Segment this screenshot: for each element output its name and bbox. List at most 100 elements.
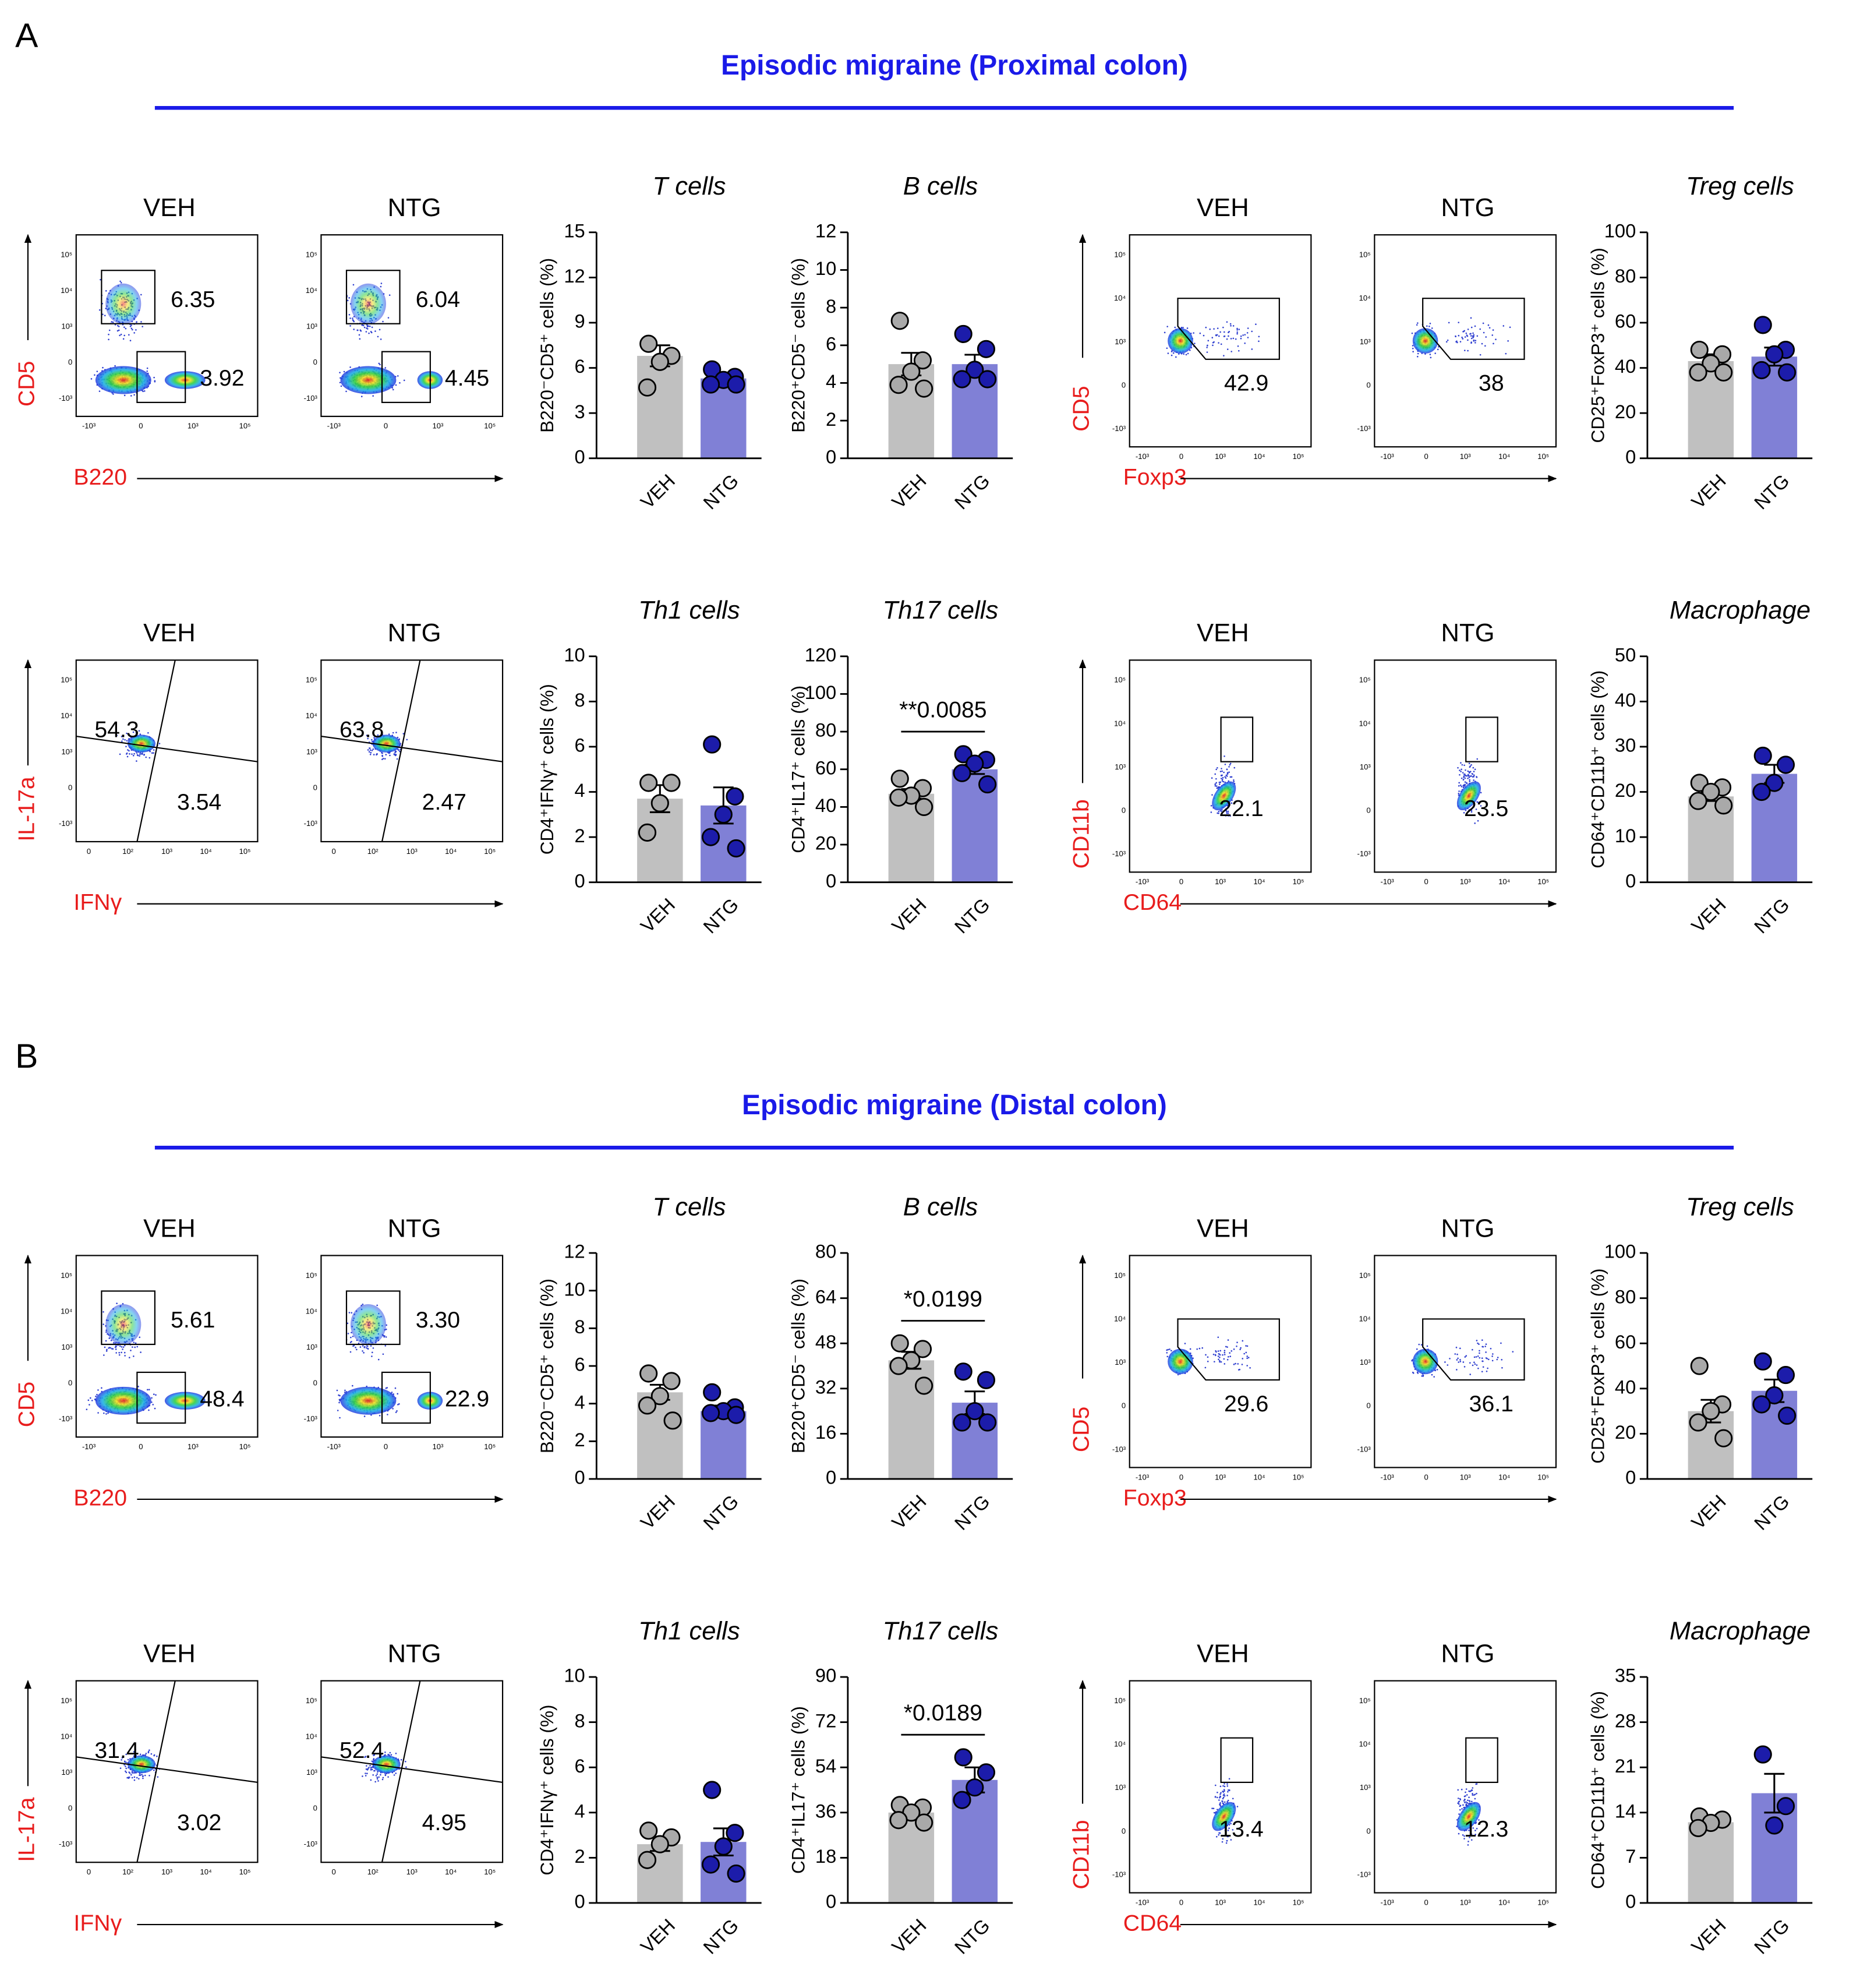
- flow-event: [1465, 1801, 1467, 1803]
- flow-tick-label: 10³: [432, 422, 444, 430]
- flow-event: [1178, 353, 1180, 355]
- data-point: [966, 361, 984, 379]
- gate-label: 63.8: [340, 717, 384, 743]
- flow-event: [114, 1346, 116, 1348]
- flow-event: [147, 1750, 150, 1753]
- flow-event: [1217, 812, 1218, 814]
- flow-event: [1457, 1798, 1459, 1799]
- flow-event: [1476, 335, 1479, 337]
- flow-event: [1219, 1802, 1221, 1804]
- flow-event: [1219, 1804, 1221, 1806]
- flow-event: [1472, 1794, 1474, 1796]
- flow-event: [1461, 768, 1462, 771]
- flow-event: [1220, 343, 1222, 345]
- data-point: [953, 370, 971, 389]
- flow-event: [1467, 770, 1469, 772]
- y-tick-label: 60: [1615, 1331, 1636, 1353]
- x-tick-label: NTG: [699, 470, 742, 514]
- flow-event: [136, 752, 138, 754]
- flow-event: [103, 1412, 105, 1414]
- flow-event: [148, 1774, 150, 1777]
- flow-event: [387, 317, 390, 319]
- flow-event: [1470, 1839, 1473, 1841]
- flow-event: [1444, 1361, 1446, 1363]
- flow-event: [1463, 764, 1465, 767]
- chart-title: Macrophage: [1670, 1617, 1810, 1645]
- flow-density-core: [372, 735, 401, 753]
- flow-event: [365, 1756, 367, 1758]
- flow-event: [359, 338, 361, 340]
- flow-tick-label: 10⁴: [1114, 719, 1126, 728]
- flow-event: [142, 1777, 144, 1779]
- flow-tick-label: 0: [332, 1867, 336, 1876]
- flow-plot-frame: [320, 659, 504, 843]
- flow-plot-frame: [1374, 1255, 1557, 1468]
- flow-event: [139, 1774, 140, 1777]
- data-point: [727, 1864, 745, 1883]
- flow-event: [1464, 1799, 1466, 1800]
- flow-event: [1228, 330, 1230, 333]
- data-point: [703, 1781, 722, 1799]
- flow-event: [128, 1771, 130, 1773]
- flow-event: [1228, 1827, 1230, 1830]
- flow-event: [403, 379, 405, 382]
- flow-tick-label: 0: [68, 1378, 72, 1387]
- flow-event: [389, 754, 391, 757]
- y-axis-label: CD64⁺CD11b⁺ cells (%): [1587, 670, 1608, 868]
- flow-event: [1226, 1795, 1228, 1796]
- flow-event: [133, 753, 135, 755]
- data-point: [1776, 755, 1795, 774]
- flow-event: [116, 735, 118, 736]
- flow-event: [1184, 1343, 1186, 1344]
- y-tick-label: 0: [575, 1467, 585, 1488]
- y-axis-label: CD4⁺IL17⁺ cells (%): [787, 1706, 808, 1874]
- flow-event: [1222, 326, 1224, 329]
- flow-event: [1477, 1342, 1479, 1344]
- flow-event: [139, 733, 142, 735]
- data-point: [638, 378, 657, 397]
- flow-event: [114, 365, 116, 367]
- flow-plot-frame: [1129, 659, 1312, 873]
- flow-tick-label: 10³: [161, 1867, 173, 1876]
- flow-density-core: [1212, 781, 1236, 811]
- data-point: [703, 1383, 722, 1401]
- gate-label: 6.35: [171, 287, 215, 312]
- gate: [136, 660, 176, 842]
- flow-event: [1418, 1343, 1420, 1346]
- flow-event: [128, 750, 130, 752]
- flow-density-core: [128, 1755, 155, 1774]
- flow-event: [405, 1766, 407, 1768]
- flow-event: [379, 1414, 381, 1417]
- flow-event: [1222, 1798, 1224, 1800]
- flow-tick-label: 10⁴: [306, 286, 317, 295]
- flow-event: [382, 758, 384, 760]
- flow-event: [1485, 1351, 1487, 1353]
- flow-event: [127, 749, 129, 751]
- flow-event: [121, 736, 123, 737]
- flow-density: [1166, 1336, 1251, 1376]
- y-tick-label: 12: [815, 220, 836, 241]
- flow-event: [360, 396, 363, 398]
- flow-event: [122, 1302, 124, 1305]
- flow-event: [380, 338, 382, 340]
- flow-event: [402, 733, 405, 735]
- flow-event: [1461, 786, 1463, 788]
- flow-event: [1224, 776, 1226, 778]
- y-tick-label: 80: [1615, 265, 1636, 287]
- flow-tick-label: 10³: [1215, 452, 1226, 461]
- flow-event: [1244, 334, 1246, 336]
- data-point: [701, 375, 720, 394]
- flow-event: [1469, 1362, 1471, 1364]
- gate: [76, 735, 258, 762]
- flow-event: [1218, 812, 1219, 814]
- flow-event: [90, 378, 93, 380]
- flow-event: [1205, 326, 1207, 329]
- flow-event: [97, 1412, 99, 1414]
- flow-event: [1223, 335, 1226, 337]
- y-axis-label: CD4⁺IFNγ⁺ cells (%): [536, 684, 557, 854]
- data-point: [638, 823, 657, 842]
- data-point: [966, 1778, 984, 1797]
- flow-event: [1480, 792, 1482, 794]
- data-point: [915, 379, 933, 398]
- gate-label: 3.30: [416, 1307, 460, 1333]
